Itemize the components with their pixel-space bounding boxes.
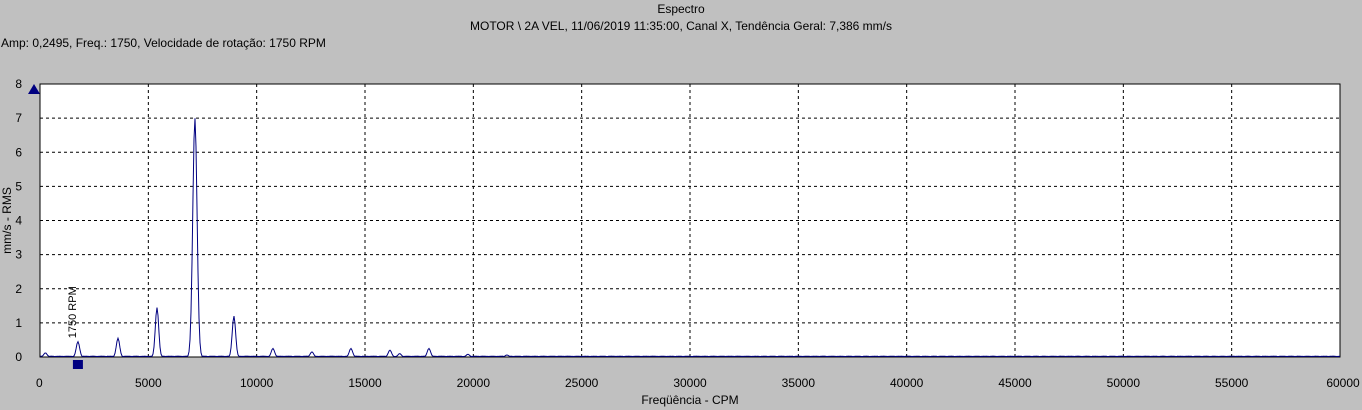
y-tick-label: 2 <box>15 282 22 296</box>
x-tick-label: 0 <box>36 376 43 390</box>
y-tick-label: 5 <box>15 179 22 193</box>
y-axis-label: mm/s - RMS <box>0 187 14 254</box>
x-axis-label: Freqüência - CPM <box>641 393 738 407</box>
y-tick-label: 7 <box>15 111 22 125</box>
y-tick-label: 6 <box>15 145 22 159</box>
grid-lines <box>40 84 1340 357</box>
y-tick-label: 0 <box>15 350 22 364</box>
y-tick-label: 1 <box>15 316 22 330</box>
amplitude-cursor-icon[interactable] <box>28 84 40 94</box>
x-tick-label: 50000 <box>1107 376 1141 390</box>
x-tick-label: 10000 <box>240 376 274 390</box>
y-tick-labels: 0 1 2 3 4 5 6 7 8 <box>15 77 22 364</box>
cursor-readout: Amp: 0,2495, Freq.: 1750, Velocidade de … <box>1 36 326 50</box>
chart-subtitle: MOTOR \ 2A VEL, 11/06/2019 11:35:00, Can… <box>469 19 893 33</box>
x-tick-label: 20000 <box>457 376 491 390</box>
rpm-marker-label: 1750 RPM <box>67 286 79 338</box>
x-tick-label: 25000 <box>565 376 599 390</box>
frequency-cursor-icon[interactable] <box>72 360 83 369</box>
y-tick-label: 8 <box>15 77 22 91</box>
x-tick-label: 60000 <box>1326 376 1360 390</box>
x-tick-label: 15000 <box>348 376 382 390</box>
y-tick-label: 4 <box>15 214 22 228</box>
x-tick-label: 35000 <box>782 376 816 390</box>
x-tick-label: 5000 <box>135 376 162 390</box>
x-tick-label: 40000 <box>890 376 924 390</box>
x-tick-label: 45000 <box>998 376 1032 390</box>
x-tick-labels: 0 5000 10000 15000 20000 25000 30000 35000 40000… <box>36 376 1360 390</box>
y-tick-label: 3 <box>15 248 22 262</box>
x-tick-label: 30000 <box>673 376 707 390</box>
spectrum-line <box>40 118 1341 358</box>
chart-title: Espectro <box>657 2 705 16</box>
x-tick-label: 55000 <box>1215 376 1249 390</box>
